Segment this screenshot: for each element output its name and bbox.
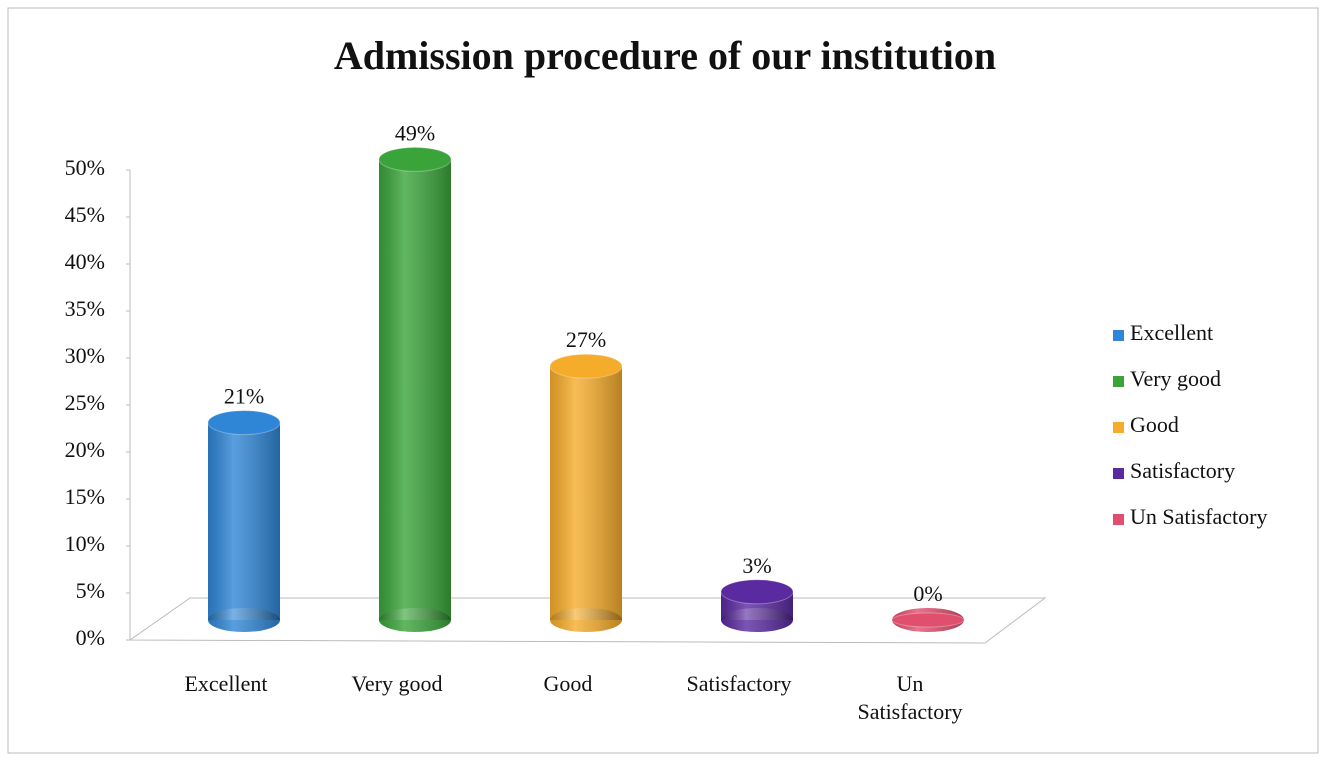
legend-swatch	[1113, 330, 1124, 341]
data-label: 21%	[224, 384, 264, 409]
data-label: 49%	[395, 120, 435, 145]
bar-top	[378, 146, 452, 172]
bar-top	[549, 353, 623, 379]
chart-title: Admission procedure of our institution	[334, 33, 996, 78]
x-tick-label: Un Satisfactory	[857, 671, 963, 724]
y-tick-label: 15%	[65, 484, 105, 509]
y-tick-label: 45%	[65, 202, 105, 227]
data-label: 3%	[742, 553, 771, 578]
bar-shade-base	[208, 608, 280, 632]
y-tick-label: 10%	[65, 531, 105, 556]
bar-shade-base	[379, 608, 451, 632]
bar-top	[891, 612, 965, 628]
x-tick-label: Very good	[351, 671, 443, 696]
y-tick-label: 0%	[76, 625, 105, 650]
bar-top	[207, 410, 281, 436]
bar-shade	[550, 366, 622, 620]
bar-shade-base	[721, 608, 793, 632]
data-label: 0%	[913, 581, 942, 606]
legend-swatch	[1113, 422, 1124, 433]
bar-shade	[208, 422, 280, 620]
x-tick-label: Excellent	[184, 671, 268, 696]
data-label: 27%	[566, 327, 606, 352]
y-tick-label: 20%	[65, 437, 105, 462]
bar-shade-base	[550, 608, 622, 632]
legend-swatch	[1113, 468, 1124, 479]
y-tick-label: 30%	[65, 343, 105, 368]
legend-label: Un Satisfactory	[1130, 504, 1267, 529]
legend-swatch	[1113, 376, 1124, 387]
legend-label: Very good	[1130, 366, 1221, 391]
legend-swatch	[1113, 514, 1124, 525]
legend-label: Satisfactory	[1130, 458, 1235, 483]
bar-top	[720, 579, 794, 605]
floor	[128, 597, 1047, 644]
legend-label: Good	[1130, 412, 1179, 437]
frame	[7, 7, 1319, 754]
legend-label: Excellent	[1130, 320, 1213, 345]
x-tick-label: Good	[543, 671, 593, 696]
y-tick-label: 35%	[65, 296, 105, 321]
bar-shade	[379, 159, 451, 620]
y-tick-label: 25%	[65, 390, 105, 415]
y-tick-label: 40%	[65, 249, 105, 274]
y-tick-label: 50%	[65, 155, 105, 180]
x-tick-label: Satisfactory	[686, 671, 792, 696]
y-tick-label: 5%	[76, 578, 105, 603]
